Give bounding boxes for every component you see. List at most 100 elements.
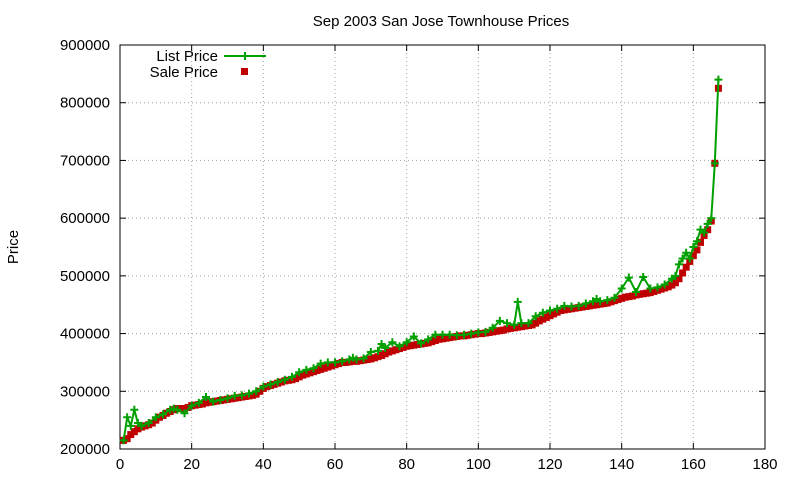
list-price-point [438, 330, 447, 339]
sale-price-point [410, 341, 418, 349]
sale-price-point [435, 335, 443, 343]
list-price-point [692, 237, 701, 246]
sale-price-point [292, 375, 300, 383]
list-price-point [639, 273, 648, 282]
y-tick-label: 200000 [60, 441, 110, 458]
legend-marker-list-price [241, 52, 249, 60]
sale-price-point [693, 246, 701, 254]
list-price-point [467, 329, 476, 338]
list-price-point [295, 368, 304, 377]
sale-price-point [306, 369, 314, 377]
sale-price-point [363, 356, 371, 364]
y-tick-label: 500000 [60, 268, 110, 285]
chart-title: Sep 2003 San Jose Townhouse Prices [313, 13, 570, 30]
sale-price-point [123, 435, 131, 443]
list-price-point [137, 421, 146, 430]
list-price-point [675, 260, 683, 269]
list-price-point [216, 395, 225, 404]
sale-price-point [385, 348, 393, 356]
list-price-point [266, 380, 275, 389]
list-price-point [159, 410, 167, 419]
sale-price-point [546, 312, 554, 320]
sale-price-point [650, 287, 658, 295]
list-price-point [273, 378, 282, 387]
sale-price-point [392, 346, 400, 354]
sale-price-point [528, 321, 536, 329]
sale-price-point [202, 399, 210, 407]
sale-price-point [489, 328, 497, 336]
list-price-point [381, 344, 390, 352]
series [119, 75, 723, 445]
list-price-point [632, 288, 640, 297]
list-price-point [610, 293, 619, 302]
list-price-point [417, 339, 425, 348]
list-price-point [678, 254, 687, 263]
list-price-line [122, 79, 720, 441]
sale-price-point [449, 333, 457, 341]
y-tick-label: 900000 [60, 37, 110, 54]
sale-price-point [431, 336, 439, 344]
sale-price-point [607, 298, 615, 306]
list-price-point [323, 358, 332, 367]
legend: List Price Sale Price [150, 48, 266, 81]
list-price-point [230, 391, 239, 400]
list-price-point [703, 219, 712, 228]
list-price-point [123, 413, 132, 422]
list-price-point [685, 254, 694, 263]
list-price-point [596, 297, 605, 306]
sale-price-point [697, 238, 704, 246]
sale-price-point [600, 300, 608, 308]
list-price-point [653, 283, 662, 292]
list-price-point [209, 397, 218, 406]
sale-price-point [535, 317, 543, 325]
sale-price-point [507, 324, 515, 332]
sale-price-point [643, 289, 651, 297]
list-price-point [707, 214, 716, 223]
sale-price-point [130, 428, 138, 436]
sale-price-point [428, 338, 436, 346]
list-price-point [302, 365, 311, 374]
list-price-point [513, 297, 522, 306]
sale-price-point [478, 330, 486, 338]
list-price-point [481, 327, 490, 336]
sale-price-point [514, 323, 522, 331]
sale-price-point [356, 357, 364, 365]
legend-marker-sale-price [241, 68, 248, 75]
list-price-point [424, 335, 433, 344]
sale-price-point [367, 355, 375, 363]
list-price-point [671, 271, 680, 280]
sale-price-point [399, 343, 407, 351]
x-tick-label: 120 [537, 456, 562, 473]
sale-price-point [521, 322, 529, 330]
list-price-point [359, 354, 368, 363]
sale-price-point [532, 319, 540, 327]
sale-price-point [578, 303, 586, 311]
list-price-point [144, 419, 153, 428]
sale-price-point [682, 263, 690, 271]
sale-price-point [320, 364, 328, 372]
sale-price-point [618, 294, 626, 302]
list-price-point [495, 316, 504, 325]
sale-price-point [589, 301, 597, 309]
list-price-point [119, 436, 128, 445]
axis-ticks [119, 44, 766, 450]
sale-price-point [557, 306, 565, 314]
sale-price-point [704, 226, 712, 234]
list-price-point [288, 372, 296, 381]
list-price-point [194, 398, 203, 407]
sale-price-point [442, 334, 450, 342]
sale-price-point [302, 370, 310, 378]
list-price-point [280, 375, 289, 384]
sale-price-point [181, 405, 188, 413]
list-price-point [460, 330, 468, 339]
list-price-point [187, 401, 196, 410]
sale-price-point [636, 290, 644, 298]
sale-price-point [679, 269, 687, 277]
sale-price-point [585, 302, 593, 310]
sale-price-point [381, 350, 389, 358]
list-price-point [646, 284, 655, 293]
sale-price-point [327, 362, 335, 370]
sale-price-point [134, 425, 142, 433]
sale-price-point [370, 354, 378, 362]
sale-price-point [492, 327, 500, 335]
